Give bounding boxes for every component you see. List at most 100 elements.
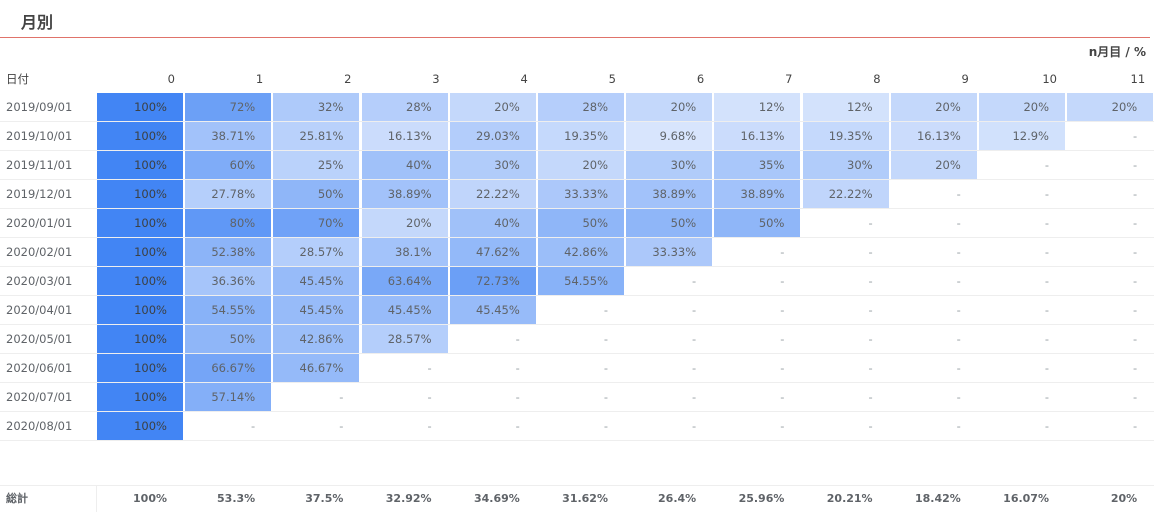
- heatmap-cell: 70%: [273, 209, 360, 237]
- column-header-7[interactable]: 7: [785, 72, 793, 86]
- heatmap-cell: -: [1133, 129, 1138, 143]
- column-header-1[interactable]: 1: [255, 72, 264, 86]
- heatmap-cell: -: [780, 361, 785, 375]
- heatmap-cell: -: [956, 216, 961, 230]
- total-cell: 20%: [1110, 492, 1138, 505]
- heatmap-cell: -: [1133, 303, 1138, 317]
- column-header-6[interactable]: 6: [696, 72, 705, 86]
- row-divider: [0, 295, 1154, 296]
- column-header-11[interactable]: 11: [1130, 72, 1146, 86]
- heatmap-cell: 63.64%: [361, 267, 448, 295]
- heatmap-cell: 80%: [185, 209, 272, 237]
- heatmap-cell: 57.14%: [185, 383, 272, 411]
- heatmap-cell: -: [1044, 216, 1049, 230]
- total-cell: 53.3%: [217, 492, 256, 505]
- row-date-label: 2020/02/01: [6, 245, 73, 259]
- heatmap-cell: 45.45%: [361, 296, 448, 324]
- heatmap-cell: 20%: [538, 151, 624, 179]
- column-header-5[interactable]: 5: [608, 72, 616, 86]
- heatmap-cell: 25.81%: [273, 122, 360, 150]
- heatmap-cell: -: [780, 245, 785, 259]
- heatmap-cell: -: [1044, 274, 1049, 288]
- heatmap-cell: 22.22%: [449, 180, 536, 208]
- heatmap-cell: 52.38%: [185, 238, 272, 266]
- heatmap-cell: -: [868, 332, 873, 346]
- heatmap-cell: -: [692, 419, 697, 433]
- row-date-label: 2019/09/01: [6, 100, 73, 114]
- total-cell: 100%: [133, 492, 167, 505]
- heatmap-cell: 30%: [802, 151, 889, 179]
- column-header-3[interactable]: 3: [432, 72, 440, 86]
- heatmap-cell: 20%: [449, 93, 536, 121]
- row-divider: [0, 208, 1154, 209]
- heatmap-cell: -: [1044, 187, 1049, 201]
- heatmap-cell: 45.45%: [273, 296, 360, 324]
- heatmap-cell: -: [1133, 332, 1138, 346]
- heatmap-cell: 100%: [97, 412, 183, 440]
- heatmap-cell: -: [1044, 303, 1049, 317]
- heatmap-cell: 50%: [538, 209, 624, 237]
- heatmap-cell: 42.86%: [538, 238, 624, 266]
- column-header-4[interactable]: 4: [520, 72, 528, 86]
- heatmap-cell: -: [868, 419, 873, 433]
- row-date-label: 2019/12/01: [6, 187, 73, 201]
- heatmap-cell: -: [1044, 332, 1049, 346]
- heatmap-cell: 20%: [626, 93, 713, 121]
- heatmap-cell: -: [956, 332, 961, 346]
- heatmap-cell: -: [956, 274, 961, 288]
- heatmap-cell: 47.62%: [449, 238, 536, 266]
- heatmap-cell: -: [692, 274, 697, 288]
- heatmap-cell: 100%: [97, 209, 183, 237]
- heatmap-cell: 20%: [1067, 93, 1154, 121]
- heatmap-cell: 100%: [97, 354, 183, 382]
- row-date-label: 2020/07/01: [6, 390, 73, 404]
- heatmap-cell: 20%: [361, 209, 448, 237]
- column-header-0[interactable]: 0: [167, 72, 175, 86]
- heatmap-cell: -: [427, 390, 432, 404]
- heatmap-cell: 100%: [97, 122, 183, 150]
- heatmap-cell: 45.45%: [273, 267, 360, 295]
- heatmap-cell: 50%: [273, 180, 360, 208]
- heatmap-cell: 28%: [361, 93, 448, 121]
- column-header-8[interactable]: 8: [873, 72, 881, 86]
- row-divider: [0, 150, 1154, 151]
- heatmap-cell: -: [603, 332, 608, 346]
- total-cell: 25.96%: [738, 492, 785, 505]
- heatmap-cell: -: [868, 390, 873, 404]
- heatmap-cell: -: [603, 419, 608, 433]
- heatmap-cell: 38.71%: [185, 122, 272, 150]
- heatmap-cell: -: [427, 361, 432, 375]
- title-divider: [0, 37, 1150, 38]
- heatmap-cell: 100%: [97, 151, 183, 179]
- row-date-label: 2019/10/01: [6, 129, 73, 143]
- date-column-header[interactable]: 日付: [6, 72, 29, 86]
- heatmap-cell: 54.55%: [538, 267, 624, 295]
- heatmap-cell: 33.33%: [626, 238, 713, 266]
- heatmap-cell: 50%: [185, 325, 272, 353]
- heatmap-cell: 20%: [890, 93, 977, 121]
- heatmap-cell: 100%: [97, 238, 183, 266]
- heatmap-cell: -: [427, 419, 432, 433]
- heatmap-cell: -: [956, 187, 961, 201]
- heatmap-cell: 100%: [97, 325, 183, 353]
- heatmap-cell: 25%: [273, 151, 360, 179]
- heatmap-cell: -: [1133, 245, 1138, 259]
- column-header-9[interactable]: 9: [961, 72, 969, 86]
- heatmap-cell: -: [692, 361, 697, 375]
- heatmap-cell: 9.68%: [626, 122, 713, 150]
- heatmap-cell: -: [1133, 158, 1138, 172]
- heatmap-cell: 72.73%: [449, 267, 536, 295]
- heatmap-cell: 66.67%: [185, 354, 272, 382]
- heatmap-cell: 100%: [97, 180, 183, 208]
- heatmap-cell: -: [603, 390, 608, 404]
- heatmap-cell: -: [1133, 187, 1138, 201]
- column-header-10[interactable]: 10: [1042, 72, 1057, 86]
- column-header-2[interactable]: 2: [344, 72, 352, 86]
- heatmap-cell: 19.35%: [538, 122, 624, 150]
- total-cell: 26.4%: [658, 492, 697, 505]
- row-date-label: 2020/05/01: [6, 332, 73, 346]
- heatmap-cell: 54.55%: [185, 296, 272, 324]
- row-divider: [0, 179, 1154, 180]
- heatmap-cell: -: [1044, 245, 1049, 259]
- heatmap-cell: 12%: [802, 93, 889, 121]
